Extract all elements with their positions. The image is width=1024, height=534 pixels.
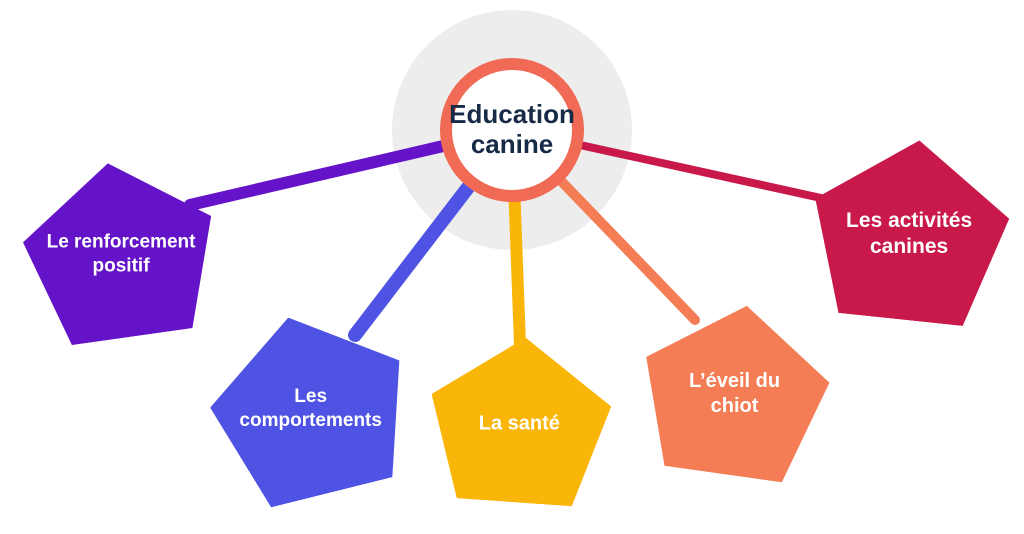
node-label: La santé [479, 411, 560, 436]
center-circle: Education canine [440, 58, 584, 202]
node-activites: Les activités canines [804, 130, 1017, 329]
mindmap-stage: Le renforcement positif Les comportement… [0, 0, 1024, 534]
node-renforcement: Le renforcement positif [14, 150, 227, 350]
pentagon: La santé [424, 331, 615, 508]
pentagon: Le renforcement positif [14, 150, 227, 350]
node-label: Les activités canines [847, 208, 973, 261]
pentagon: Les activités canines [804, 130, 1017, 329]
node-eveil: L’éveil du chiot [632, 293, 839, 487]
node-label: Le renforcement positif [46, 230, 195, 278]
node-label: Les comportements [240, 385, 383, 433]
node-label: L’éveil du chiot [689, 369, 780, 419]
pentagon: Les comportements [194, 294, 427, 516]
node-comportements: Les comportements [194, 294, 427, 516]
pentagon: L’éveil du chiot [632, 293, 839, 487]
node-sante: La santé [424, 331, 615, 508]
center-label: Education canine [449, 100, 575, 160]
